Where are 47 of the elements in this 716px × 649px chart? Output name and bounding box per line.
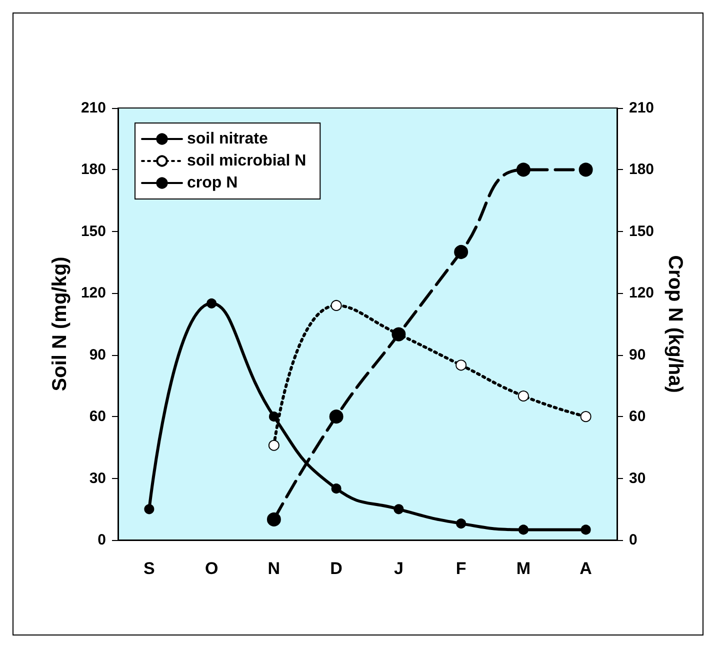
- y-tick-label: 180: [80, 161, 106, 178]
- y2-tick-label: 210: [629, 100, 654, 116]
- point: [394, 504, 404, 514]
- y-axis-title: Soil N (mg/kg): [49, 256, 71, 392]
- point: [456, 518, 466, 529]
- point: [331, 484, 342, 494]
- legend-label: soil nitrate: [187, 130, 268, 148]
- point: [144, 504, 154, 514]
- point: [518, 390, 529, 402]
- legend-label: soil microbial N: [187, 152, 306, 170]
- y-tick-label: 120: [80, 284, 106, 302]
- point: [454, 245, 468, 259]
- point: [580, 411, 592, 422]
- point: [578, 162, 593, 177]
- y-tick-label: 30: [89, 470, 106, 487]
- y2-axis-title: Crop N (kg/ha): [664, 255, 686, 393]
- x-tick-label: A: [580, 559, 592, 578]
- y-tick-label: 210: [80, 100, 106, 116]
- y2-tick-label: 120: [629, 284, 654, 302]
- y2-tick-label: 180: [629, 161, 654, 178]
- x-tick-label: S: [144, 559, 155, 578]
- point: [266, 512, 281, 526]
- point: [330, 300, 342, 311]
- x-tick-label: O: [204, 559, 218, 578]
- x-tick-label: D: [330, 559, 342, 578]
- y2-tick-label: 60: [629, 408, 646, 426]
- point: [206, 298, 217, 308]
- y2-tick-label: 30: [629, 470, 646, 487]
- x-tick-label: F: [456, 559, 466, 578]
- y-tick-label: 60: [89, 408, 106, 426]
- legend-label: crop N: [187, 174, 238, 192]
- y2-tick-label: 90: [629, 346, 646, 364]
- y2-tick-label: 150: [629, 222, 654, 240]
- x-tick-label: J: [394, 559, 404, 578]
- x-tick-label: N: [268, 559, 280, 578]
- point: [268, 412, 279, 422]
- x-tick-label: M: [516, 559, 531, 578]
- y-tick-label: 0: [98, 532, 106, 548]
- y2-tick-label: 0: [629, 532, 638, 548]
- y-tick-label: 150: [80, 222, 106, 240]
- point: [518, 524, 528, 535]
- point: [516, 162, 530, 177]
- point: [456, 360, 467, 371]
- point: [580, 524, 591, 535]
- y-tick-label: 90: [89, 346, 106, 364]
- point: [329, 410, 344, 424]
- point: [268, 440, 280, 451]
